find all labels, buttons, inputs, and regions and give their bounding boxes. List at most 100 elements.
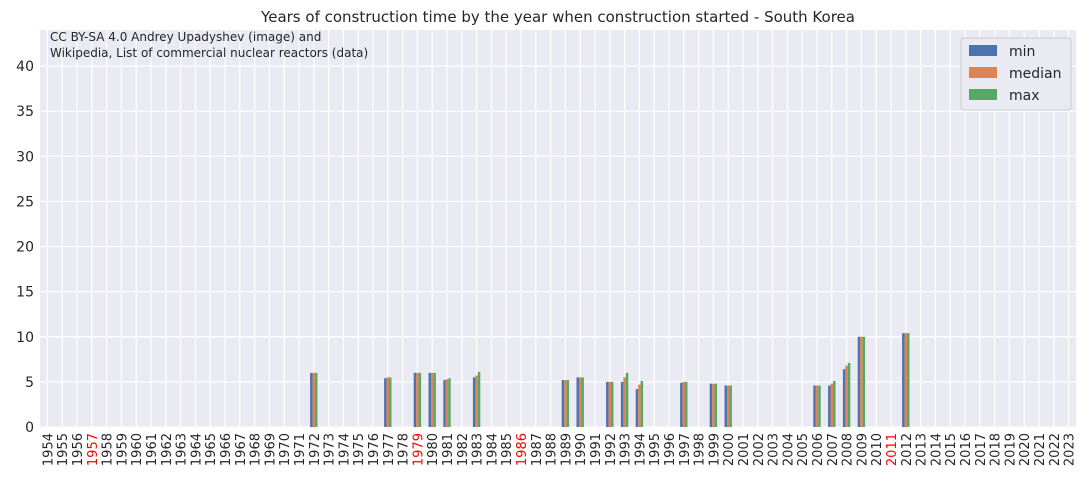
x-tick-label: 1987	[530, 433, 545, 466]
x-tick-label: 1979	[411, 433, 426, 466]
bar-median	[608, 381, 612, 427]
x-tick-label: 2000	[722, 433, 737, 466]
bar-min	[620, 381, 624, 427]
x-tick-label: 1995	[648, 433, 663, 466]
bar-median	[815, 385, 819, 427]
bar-median	[430, 372, 434, 427]
x-tick-label: 1978	[397, 433, 412, 466]
credit-annotation: Wikipedia, List of commercial nuclear re…	[50, 46, 368, 60]
x-tick-label: 2023	[1063, 433, 1078, 466]
x-tick-label: 1964	[189, 433, 204, 466]
bar-median	[682, 381, 686, 427]
y-tick-label: 40	[16, 59, 34, 75]
x-tick-label: 1961	[145, 433, 160, 466]
x-tick-label: 1968	[249, 433, 264, 466]
bar-max	[685, 381, 688, 427]
y-tick-label: 20	[16, 240, 34, 256]
x-tick-label: 1997	[678, 433, 693, 466]
y-tick-label: 10	[16, 330, 34, 346]
bar-median	[726, 385, 730, 427]
bar-median	[564, 380, 567, 427]
x-tick-label: 2002	[752, 433, 767, 466]
x-tick-label: 2015	[944, 433, 959, 466]
x-tick-label: 1994	[633, 433, 648, 466]
y-tick-label: 35	[16, 104, 34, 120]
x-tick-label: 1976	[367, 433, 382, 466]
x-tick-label: 1982	[456, 433, 471, 466]
x-tick-label: 1970	[278, 433, 293, 466]
bar-min	[724, 385, 727, 427]
x-tick-label: 2010	[870, 433, 885, 466]
bar-max	[818, 385, 821, 427]
x-tick-label: 1955	[56, 433, 71, 466]
legend-label-median: median	[1009, 66, 1061, 82]
x-tick-label: 1985	[500, 433, 515, 466]
x-tick-label: 2005	[796, 433, 811, 466]
bar-max	[729, 385, 732, 427]
x-tick-label: 2003	[767, 433, 782, 466]
y-tick-label: 5	[25, 375, 34, 391]
x-tick-label: 2004	[781, 433, 796, 466]
bar-median	[445, 379, 449, 427]
bar-min	[813, 385, 816, 427]
x-tick-label: 1959	[115, 433, 130, 466]
bar-median	[830, 383, 834, 427]
x-tick-label: 1969	[263, 433, 278, 466]
x-tick-label: 1963	[175, 433, 190, 466]
x-tick-label: 1983	[471, 433, 486, 466]
x-tick-label: 1974	[337, 433, 352, 466]
bar-median	[312, 372, 316, 427]
bar-min	[384, 378, 387, 427]
bar-max	[862, 336, 866, 427]
x-tick-label: 1992	[604, 433, 619, 466]
x-tick-label: 2016	[959, 433, 974, 466]
y-tick-label: 15	[16, 285, 34, 301]
x-tick-label: 1981	[441, 433, 456, 466]
x-tick-label: 2018	[989, 433, 1004, 466]
bar-max	[389, 377, 392, 427]
bar-median	[623, 377, 626, 427]
bar-min	[842, 369, 846, 427]
bar-median	[904, 333, 908, 427]
legend-swatch-min	[969, 45, 997, 56]
x-tick-label: 2001	[737, 433, 752, 466]
x-tick-label: 1960	[130, 433, 145, 466]
x-tick-label: 1958	[101, 433, 116, 466]
bar-median	[386, 377, 390, 427]
bar-max	[833, 380, 836, 427]
x-tick-label: 2012	[900, 433, 915, 466]
x-tick-label: 1980	[426, 433, 441, 466]
x-tick-label: 2021	[1033, 433, 1048, 466]
bar-min	[902, 333, 905, 427]
x-tick-label: 1999	[707, 433, 722, 466]
x-tick-label: 1972	[308, 433, 323, 466]
x-tick-label: 1996	[663, 433, 678, 466]
x-tick-label: 1975	[352, 433, 367, 466]
bar-min	[680, 382, 683, 427]
bar-median	[416, 372, 419, 427]
bar-min	[635, 389, 639, 427]
bar-min	[606, 381, 609, 427]
bar-max	[907, 333, 910, 427]
x-tick-label: 2008	[841, 433, 856, 466]
x-tick-label: 1956	[71, 433, 86, 466]
bar-max	[315, 372, 318, 427]
x-tick-label: 1977	[382, 433, 397, 466]
x-tick-label: 1965	[204, 433, 219, 466]
bar-median	[475, 375, 478, 427]
bar-min	[413, 372, 417, 427]
x-tick-label: 2011	[885, 433, 900, 466]
x-tick-label: 2014	[929, 433, 944, 466]
x-tick-label: 2022	[1048, 433, 1063, 466]
x-tick-label: 1962	[160, 433, 175, 466]
x-tick-label: 1998	[693, 433, 708, 466]
x-tick-label: 1973	[323, 433, 338, 466]
bar-median	[712, 383, 715, 427]
x-tick-label: 1993	[619, 433, 634, 466]
chart-title: Years of construction time by the year w…	[260, 8, 855, 26]
y-tick-label: 30	[16, 149, 34, 165]
x-tick-label: 2019	[1003, 433, 1018, 466]
x-tick-label: 2006	[811, 433, 826, 466]
